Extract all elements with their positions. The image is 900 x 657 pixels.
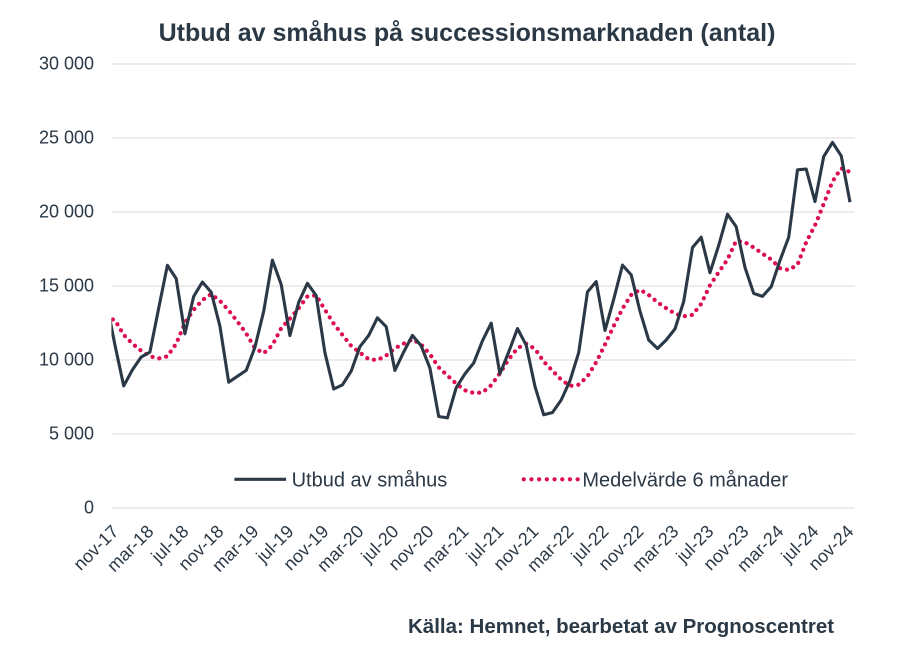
svg-text:20 000: 20 000 (39, 202, 94, 222)
svg-text:Medelvärde 6 månader: Medelvärde 6 månader (582, 470, 788, 492)
svg-text:5 000: 5 000 (49, 424, 94, 444)
svg-text:15 000: 15 000 (39, 276, 94, 296)
svg-text:Utbud av småhus på successions: Utbud av småhus på successionsmarknaden … (159, 19, 776, 47)
svg-text:25 000: 25 000 (39, 128, 94, 148)
svg-text:Källa: Hemnet, bearbetat av Pr: Källa: Hemnet, bearbetat av Prognoscentr… (408, 615, 834, 638)
svg-text:Utbud av småhus: Utbud av småhus (292, 470, 448, 492)
svg-text:30 000: 30 000 (39, 54, 94, 74)
svg-text:10 000: 10 000 (39, 350, 94, 370)
svg-text:0: 0 (84, 498, 94, 518)
